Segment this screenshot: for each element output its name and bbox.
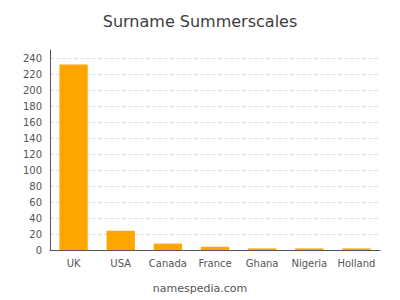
svg-text:180: 180: [23, 101, 42, 112]
svg-text:140: 140: [23, 133, 42, 144]
svg-text:0: 0: [36, 245, 42, 256]
svg-text:200: 200: [23, 85, 42, 96]
svg-text:80: 80: [29, 181, 42, 192]
svg-text:USA: USA: [110, 258, 131, 269]
svg-text:100: 100: [23, 165, 42, 176]
svg-text:120: 120: [23, 149, 42, 160]
svg-text:160: 160: [23, 117, 42, 128]
svg-text:Holland: Holland: [337, 258, 375, 269]
svg-text:Ghana: Ghana: [246, 258, 279, 269]
svg-text:240: 240: [23, 53, 42, 64]
svg-text:40: 40: [29, 213, 42, 224]
svg-text:60: 60: [29, 197, 42, 208]
svg-text:France: France: [198, 258, 231, 269]
svg-text:Nigeria: Nigeria: [291, 258, 327, 269]
svg-text:namespedia.com: namespedia.com: [153, 282, 247, 295]
svg-text:20: 20: [29, 229, 42, 240]
svg-text:220: 220: [23, 69, 42, 80]
svg-text:UK: UK: [67, 258, 81, 269]
svg-text:Surname Summerscales: Surname Summerscales: [103, 12, 298, 31]
svg-text:Canada: Canada: [149, 258, 187, 269]
